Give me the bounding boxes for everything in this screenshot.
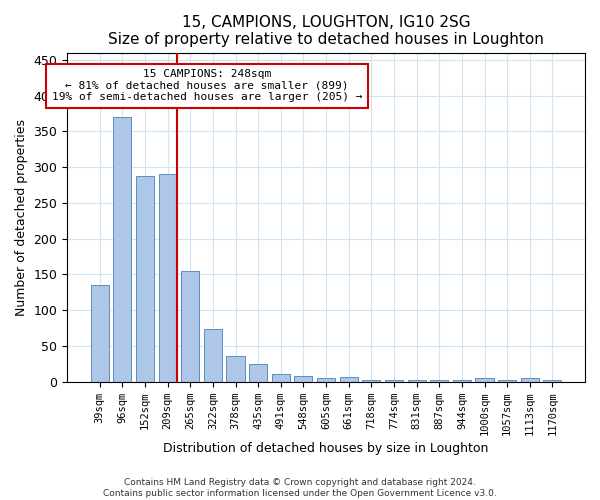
Bar <box>181 271 199 382</box>
Bar <box>340 376 358 382</box>
X-axis label: Distribution of detached houses by size in Loughton: Distribution of detached houses by size … <box>163 442 489 455</box>
Text: 15 CAMPIONS: 248sqm
← 81% of detached houses are smaller (899)
19% of semi-detac: 15 CAMPIONS: 248sqm ← 81% of detached ho… <box>52 69 362 102</box>
Bar <box>113 117 131 382</box>
Bar <box>249 364 267 382</box>
Bar <box>521 378 539 382</box>
Title: 15, CAMPIONS, LOUGHTON, IG10 2SG
Size of property relative to detached houses in: 15, CAMPIONS, LOUGHTON, IG10 2SG Size of… <box>108 15 544 48</box>
Bar <box>385 380 403 382</box>
Y-axis label: Number of detached properties: Number of detached properties <box>15 118 28 316</box>
Bar <box>226 356 245 382</box>
Bar <box>362 380 380 382</box>
Bar <box>453 380 471 382</box>
Bar <box>317 378 335 382</box>
Bar <box>295 376 313 382</box>
Bar <box>498 380 516 382</box>
Bar <box>158 174 176 382</box>
Bar <box>407 380 425 382</box>
Bar <box>91 285 109 382</box>
Text: Contains HM Land Registry data © Crown copyright and database right 2024.
Contai: Contains HM Land Registry data © Crown c… <box>103 478 497 498</box>
Bar <box>475 378 494 382</box>
Bar <box>204 330 222 382</box>
Bar <box>136 176 154 382</box>
Bar <box>544 380 562 382</box>
Bar <box>272 374 290 382</box>
Bar <box>430 380 448 382</box>
